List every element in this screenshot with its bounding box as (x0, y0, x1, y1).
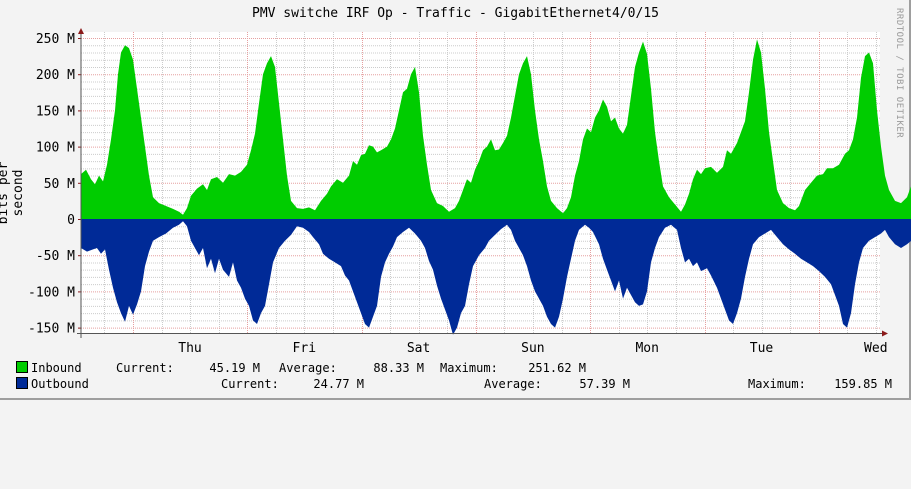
rrdtool-watermark: RRDTOOL / TOBI OETIKER (894, 8, 904, 139)
svg-text:150 M: 150 M (36, 104, 75, 119)
svg-text:250 M: 250 M (36, 32, 75, 47)
svg-text:0: 0 (67, 213, 75, 228)
outbound-average-label: Average: (484, 377, 542, 391)
legend-outbound: Outbound Current: 24.77 M Average: 57.39… (16, 377, 896, 393)
legend-inbound: Inbound Current: 45.19 M Average: 88.33 … (16, 361, 896, 377)
chart-title: PMV switche IRF Op - Traffic - GigabitEt… (252, 6, 659, 21)
inbound-average-label: Average: (279, 361, 337, 375)
inbound-current-value: 45.19 M (209, 361, 260, 375)
inbound-average-value: 88.33 M (373, 361, 424, 375)
y-axis-arrow-icon (78, 28, 84, 34)
outbound-current-value: 24.77 M (313, 377, 364, 391)
inbound-swatch-icon (16, 361, 28, 373)
svg-text:Thu: Thu (178, 341, 201, 356)
inbound-area (81, 39, 911, 219)
svg-text:Sat: Sat (407, 341, 430, 356)
svg-text:-50 M: -50 M (36, 249, 75, 264)
svg-text:Tue: Tue (750, 341, 774, 356)
outbound-maximum-value: 159.85 M (834, 377, 892, 391)
legend-outbound-label: Outbound (16, 377, 89, 391)
inbound-current-label: Current: (116, 361, 174, 375)
svg-text:Sun: Sun (521, 341, 544, 356)
inbound-maximum-value: 251.62 M (528, 361, 586, 375)
svg-text:50 M: 50 M (44, 177, 75, 192)
svg-text:Mon: Mon (635, 341, 658, 356)
y-axis-ticks: 250 M 200 M 150 M 100 M 50 M 0 -50 M -100 M -150… (28, 32, 75, 337)
svg-text:-100 M: -100 M (28, 285, 75, 300)
svg-text:Wed: Wed (864, 341, 887, 356)
svg-text:Fri: Fri (293, 341, 316, 356)
svg-text:200 M: 200 M (36, 68, 75, 83)
outbound-maximum-label: Maximum: (748, 377, 806, 391)
svg-text:-150 M: -150 M (28, 322, 75, 337)
inbound-maximum-label: Maximum: (440, 361, 498, 375)
svg-text:100 M: 100 M (36, 141, 75, 156)
outbound-current-label: Current: (221, 377, 279, 391)
x-axis-ticks: Thu Fri Sat Sun Mon Tue Wed (178, 341, 887, 356)
outbound-area (81, 219, 911, 335)
legend-inbound-label: Inbound (16, 361, 82, 375)
outbound-swatch-icon (16, 377, 28, 389)
traffic-chart: 250 M 200 M 150 M 100 M 50 M 0 -50 M -100 M -150… (28, 28, 911, 356)
outbound-average-value: 57.39 M (579, 377, 630, 391)
x-axis-arrow-icon (882, 330, 888, 337)
